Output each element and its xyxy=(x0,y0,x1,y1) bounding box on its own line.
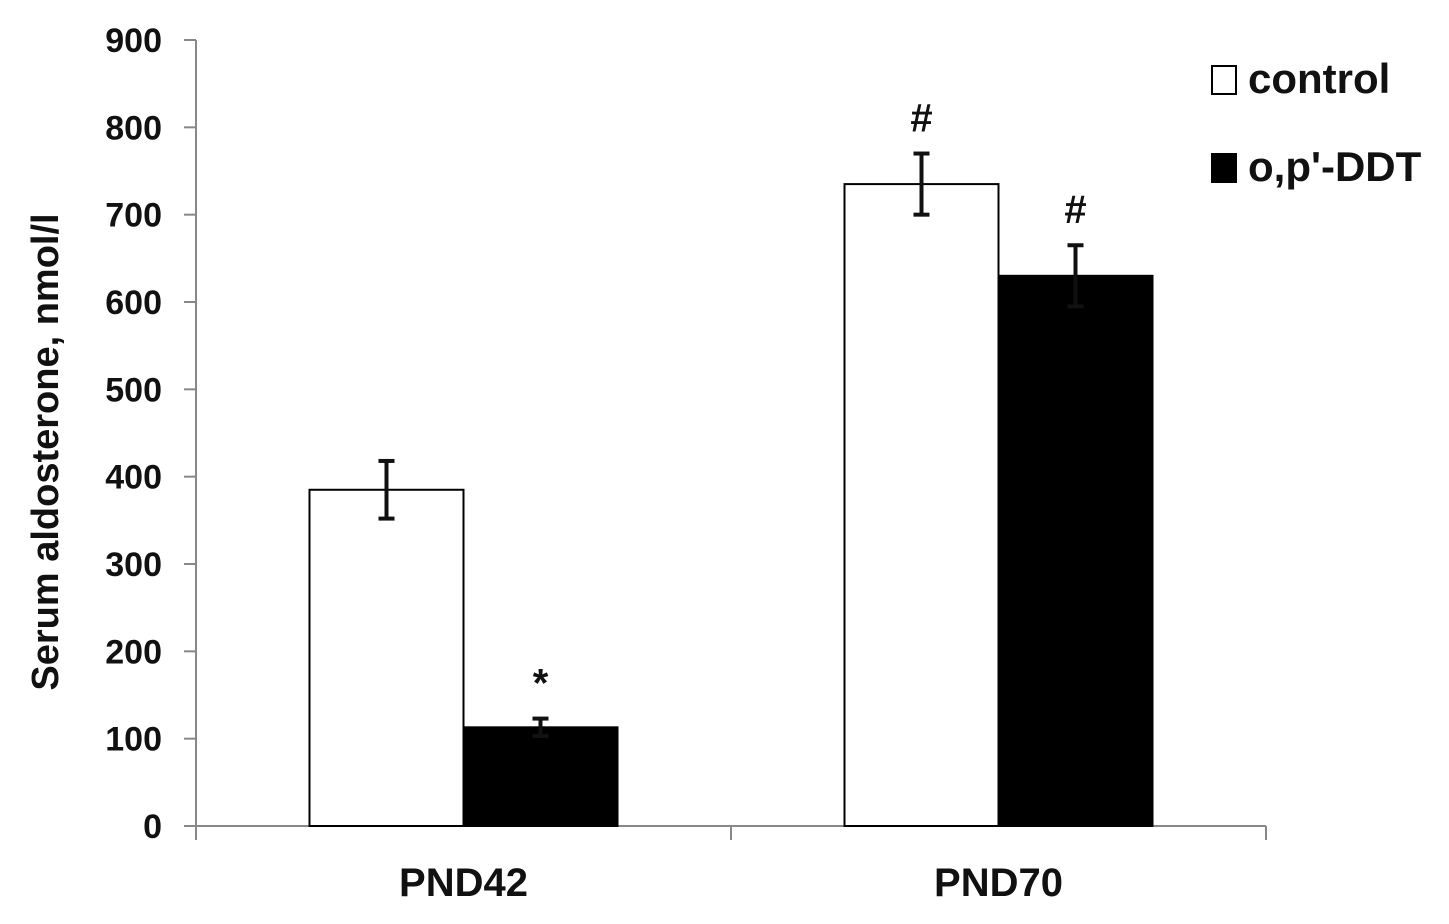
y-tick-label: 0 xyxy=(143,808,162,846)
legend: control o,p'-DDT xyxy=(1211,55,1422,190)
x-tick-label: PND42 xyxy=(399,861,528,905)
error-bars xyxy=(378,151,1084,739)
y-tick-label: 300 xyxy=(105,546,162,584)
y-tick-label: 700 xyxy=(105,197,162,235)
y-tick-label: 100 xyxy=(105,721,162,759)
x-tick-label: PND70 xyxy=(934,861,1063,905)
bar xyxy=(462,726,619,828)
axes: 0 100 200 300 400 500 600 700 800 900 PND42 PND70 xyxy=(105,22,1267,905)
annotations: * # # xyxy=(533,97,1087,706)
significance-marker: # xyxy=(910,97,932,141)
y-tick-label: 600 xyxy=(105,284,162,322)
legend-label: o,p'-DDT xyxy=(1248,143,1422,190)
y-axis-label: Serum aldosterone, nmol/l xyxy=(25,213,67,690)
legend-swatch xyxy=(1211,153,1237,183)
significance-marker: * xyxy=(533,662,549,706)
bar xyxy=(843,183,1000,828)
y-tick-label: 900 xyxy=(105,22,162,60)
bar xyxy=(997,274,1154,827)
y-tick-label: 200 xyxy=(105,633,162,671)
y-tick-label: 400 xyxy=(105,459,162,497)
y-tick-label: 800 xyxy=(105,109,162,147)
significance-marker: # xyxy=(1064,188,1086,232)
y-tick-label: 500 xyxy=(105,371,162,409)
bar xyxy=(308,488,465,827)
legend-label: control xyxy=(1248,55,1390,102)
legend-swatch xyxy=(1211,65,1237,95)
bars xyxy=(308,183,1154,828)
